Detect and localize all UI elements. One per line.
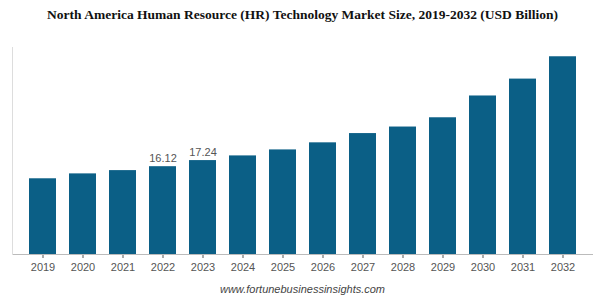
svg-text:2028: 2028 bbox=[391, 261, 415, 273]
svg-text:2022: 2022 bbox=[151, 261, 175, 273]
svg-text:17.24: 17.24 bbox=[189, 146, 217, 158]
svg-text:2023: 2023 bbox=[191, 261, 215, 273]
svg-text:2019: 2019 bbox=[31, 261, 55, 273]
svg-text:16.12: 16.12 bbox=[149, 152, 177, 164]
svg-text:2031: 2031 bbox=[511, 261, 535, 273]
svg-text:2024: 2024 bbox=[231, 261, 255, 273]
svg-text:2030: 2030 bbox=[471, 261, 495, 273]
svg-text:2029: 2029 bbox=[431, 261, 455, 273]
svg-text:2025: 2025 bbox=[271, 261, 295, 273]
svg-text:2021: 2021 bbox=[111, 261, 135, 273]
svg-text:2026: 2026 bbox=[311, 261, 335, 273]
html-text:www.fortunebusinessinsights.co: www.fortunebusinessinsights.com bbox=[220, 283, 385, 295]
svg-text:2020: 2020 bbox=[71, 261, 95, 273]
svg-text:2027: 2027 bbox=[351, 261, 375, 273]
html-text:North America Human Resource (: North America Human Resource (HR) Techno… bbox=[47, 7, 558, 22]
svg-text:2032: 2032 bbox=[551, 261, 575, 273]
